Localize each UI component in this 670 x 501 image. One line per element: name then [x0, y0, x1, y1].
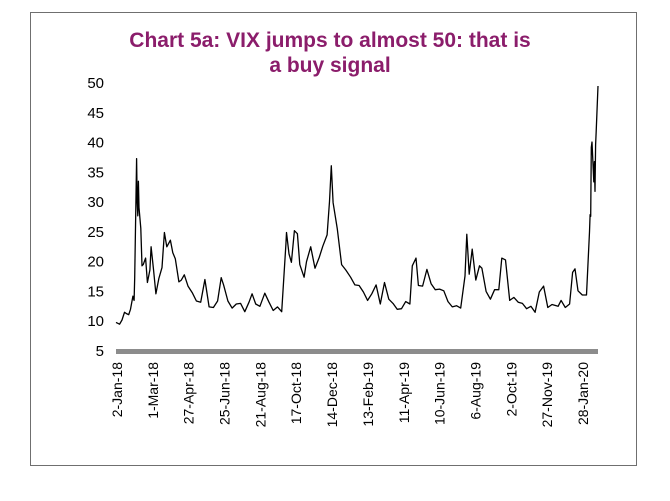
x-axis: 2-Jan-18 1-Mar-18 27-Apr-18 25-Jun-18 21-Aug… — [109, 349, 598, 427]
x-tick-label: 11-Apr-19 — [396, 362, 412, 423]
x-axis-baseline — [116, 349, 598, 354]
x-tick-label: 10-Jun-19 — [432, 362, 448, 425]
x-tick-label: 2-Oct-19 — [503, 362, 519, 417]
x-tick-label: 1-Mar-18 — [145, 362, 161, 419]
y-tick-label: 20 — [87, 254, 104, 271]
vix-line — [115, 85, 599, 325]
y-tick-label: 40 — [87, 135, 104, 152]
y-axis: 5 10 15 20 25 30 35 40 45 50 — [87, 75, 104, 360]
x-tick-label: 6-Aug-19 — [467, 362, 483, 420]
x-tick-label: 2-Jan-18 — [109, 362, 125, 417]
x-tick-label: 28-Jan-20 — [575, 362, 591, 425]
x-tick-label: 27-Apr-18 — [181, 362, 197, 424]
y-tick-label: 5 — [96, 343, 104, 360]
x-tick-label: 27-Nov-19 — [539, 362, 555, 428]
x-tick-label: 17-Oct-18 — [288, 362, 304, 424]
y-tick-label: 45 — [87, 105, 104, 122]
x-tick-label: 21-Aug-18 — [252, 362, 268, 428]
x-tick-label: 25-Jun-18 — [217, 362, 233, 425]
y-tick-label: 30 — [87, 194, 104, 211]
y-tick-label: 50 — [87, 75, 104, 92]
y-tick-label: 10 — [87, 313, 104, 330]
y-tick-label: 35 — [87, 164, 104, 181]
x-tick-label: 13-Feb-19 — [360, 362, 376, 427]
chart-title: Chart 5a: VIX jumps to almost 50: that i… — [129, 29, 531, 77]
series-layer — [115, 85, 599, 325]
chart-frame — [30, 12, 637, 466]
y-tick-label: 15 — [87, 283, 104, 300]
x-tick-label: 14-Dec-18 — [324, 362, 340, 428]
y-tick-label: 25 — [87, 224, 104, 241]
